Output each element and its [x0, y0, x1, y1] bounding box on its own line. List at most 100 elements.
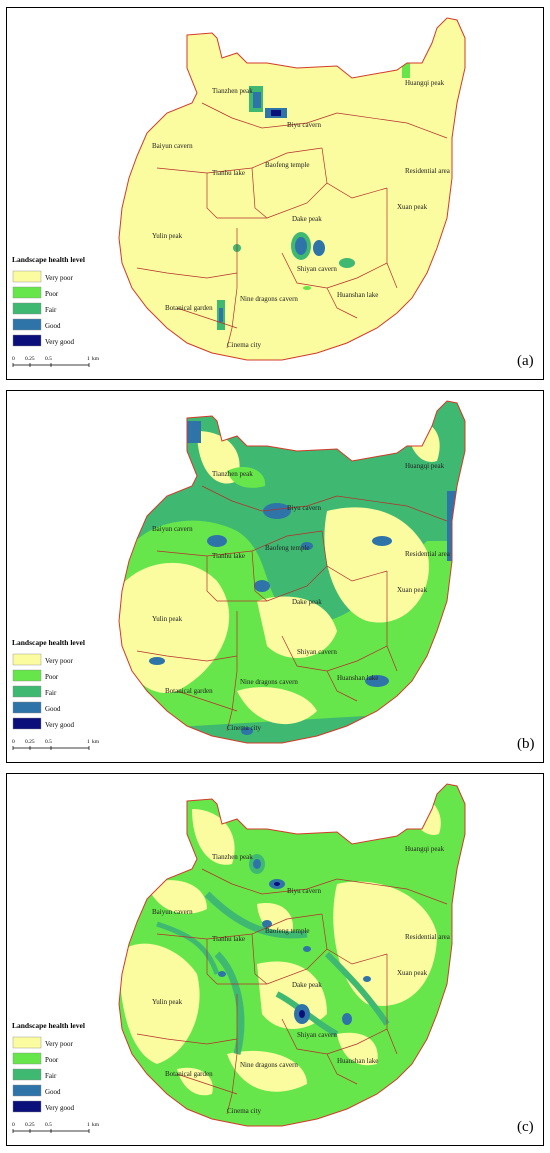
- legend-label: Poor: [45, 1056, 59, 1064]
- legend-swatch: [12, 1036, 42, 1049]
- scale-tick: 1: [87, 739, 90, 745]
- scale-tick: 1: [87, 356, 90, 362]
- map-a: Tianzhen peak Biyu cavern Huangqi peak B…: [12, 17, 534, 369]
- place-label: Huangqi peak: [405, 462, 445, 470]
- scale-bar: 0 0.25 0.5 1 km: [12, 1122, 100, 1133]
- place-label: Baiyun cavern: [152, 908, 193, 916]
- scale-tick: 0.25: [25, 739, 35, 745]
- place-label: Biyu cavern: [287, 121, 322, 129]
- map-panel-c: Tianzhen peak Biyu cavern Huangqi peak B…: [6, 773, 544, 1146]
- legend-swatch: [12, 1068, 42, 1081]
- scale-bar: 0 0.25 0.5 1 km: [12, 356, 100, 367]
- legend-swatch: [12, 302, 42, 315]
- legend-swatch: [12, 653, 42, 666]
- legend: Landscape health level Very poor Poor Fa…: [12, 1021, 85, 1113]
- map-b: Tianzhen peak Biyu cavern Huangqi peak B…: [12, 400, 535, 752]
- place-label: Cinema city: [227, 724, 262, 732]
- place-label: Baofeng temple: [265, 927, 310, 935]
- place-label: Yulin peak: [152, 998, 183, 1006]
- legend: Landscape health level Very poor Poor Fa…: [12, 255, 85, 347]
- place-label: Tianhu lake: [212, 169, 245, 177]
- place-label: Tianzhen peak: [212, 470, 253, 478]
- place-label: Huangqi peak: [405, 845, 445, 853]
- legend-title: Landscape health level: [12, 255, 85, 264]
- legend-label: Very good: [45, 338, 74, 346]
- place-label: Huanshan lake: [337, 674, 378, 682]
- legend-label: Very poor: [45, 657, 73, 665]
- place-label: Nine dragons cavern: [240, 1061, 298, 1069]
- place-label: Residential area: [405, 550, 451, 558]
- place-label: Residential area: [405, 933, 451, 941]
- legend-label: Fair: [45, 1072, 57, 1080]
- legend-label: Poor: [45, 673, 59, 681]
- legend-swatch: [12, 717, 42, 730]
- scale-tick: 1: [87, 1122, 90, 1128]
- place-label: Huanshan lake: [337, 1057, 378, 1065]
- scale-unit: km: [92, 739, 100, 745]
- place-label: Biyu cavern: [287, 504, 322, 512]
- legend-swatch: [12, 270, 42, 283]
- legend-label: Good: [45, 705, 61, 713]
- place-labels-b: Tianzhen peak Biyu cavern Huangqi peak B…: [152, 462, 451, 732]
- place-label: Biyu cavern: [287, 887, 322, 895]
- place-label: Baiyun cavern: [152, 525, 193, 533]
- scale-unit: km: [92, 356, 100, 362]
- scale-tick: 0: [12, 739, 15, 745]
- legend: Landscape health level Very poor Poor Fa…: [12, 638, 85, 730]
- place-label: Shiyan cavern: [297, 1031, 337, 1039]
- panel-label: (c): [517, 1119, 534, 1135]
- map-panel-a: Tianzhen peak Biyu cavern Huangqi peak B…: [6, 7, 544, 380]
- place-label: Dake peak: [292, 981, 322, 989]
- panel-label: (b): [517, 736, 535, 752]
- legend-label: Very poor: [45, 1040, 73, 1048]
- scale-unit: km: [92, 1122, 100, 1128]
- place-label: Xuan peak: [397, 586, 428, 594]
- legend-swatch: [12, 286, 42, 299]
- place-label: Tianzhen peak: [212, 87, 253, 95]
- legend-label: Fair: [45, 306, 57, 314]
- place-labels-c: Tianzhen peak Biyu cavern Huangqi peak B…: [152, 845, 451, 1115]
- place-label: Shiyan cavern: [297, 648, 337, 656]
- place-label: Cinema city: [227, 341, 262, 349]
- place-label: Xuan peak: [397, 203, 428, 211]
- map-panel-b: Tianzhen peak Biyu cavern Huangqi peak B…: [6, 390, 544, 763]
- place-label: Dake peak: [292, 598, 322, 606]
- place-label: Tianhu lake: [212, 935, 245, 943]
- scale-tick: 0.25: [25, 356, 35, 362]
- legend-swatch: [12, 1100, 42, 1113]
- place-labels-a: Tianzhen peak Biyu cavern Huangqi peak B…: [152, 79, 451, 349]
- legend-swatch: [12, 1084, 42, 1097]
- legend-swatch: [12, 685, 42, 698]
- place-label: Botanical garden: [165, 1070, 213, 1078]
- legend-swatch: [12, 1052, 42, 1065]
- place-label: Yulin peak: [152, 615, 183, 623]
- legend-label: Good: [45, 1088, 61, 1096]
- place-label: Nine dragons cavern: [240, 678, 298, 686]
- place-label: Dake peak: [292, 215, 322, 223]
- place-label: Huangqi peak: [405, 79, 445, 87]
- place-label: Residential area: [405, 167, 451, 175]
- scale-tick: 0.5: [45, 356, 52, 362]
- legend-swatch: [12, 701, 42, 714]
- legend-label: Very good: [45, 1104, 74, 1112]
- legend-label: Good: [45, 322, 61, 330]
- place-label: Cinema city: [227, 1107, 262, 1115]
- scale-tick: 0: [12, 356, 15, 362]
- legend-title: Landscape health level: [12, 1021, 85, 1030]
- legend-label: Poor: [45, 290, 59, 298]
- panel-label: (a): [517, 353, 534, 369]
- place-label: Yulin peak: [152, 232, 183, 240]
- legend-swatch: [12, 318, 42, 331]
- place-label: Baofeng temple: [265, 544, 310, 552]
- place-label: Xuan peak: [397, 969, 428, 977]
- place-label: Botanical garden: [165, 687, 213, 695]
- place-label: Baofeng temple: [265, 161, 310, 169]
- place-label: Tianzhen peak: [212, 853, 253, 861]
- legend-label: Fair: [45, 689, 57, 697]
- legend-label: Very poor: [45, 274, 73, 282]
- scale-tick: 0.5: [45, 739, 52, 745]
- legend-swatch: [12, 669, 42, 682]
- place-label: Botanical garden: [165, 304, 213, 312]
- scale-tick: 0.25: [25, 1122, 35, 1128]
- scale-tick: 0.5: [45, 1122, 52, 1128]
